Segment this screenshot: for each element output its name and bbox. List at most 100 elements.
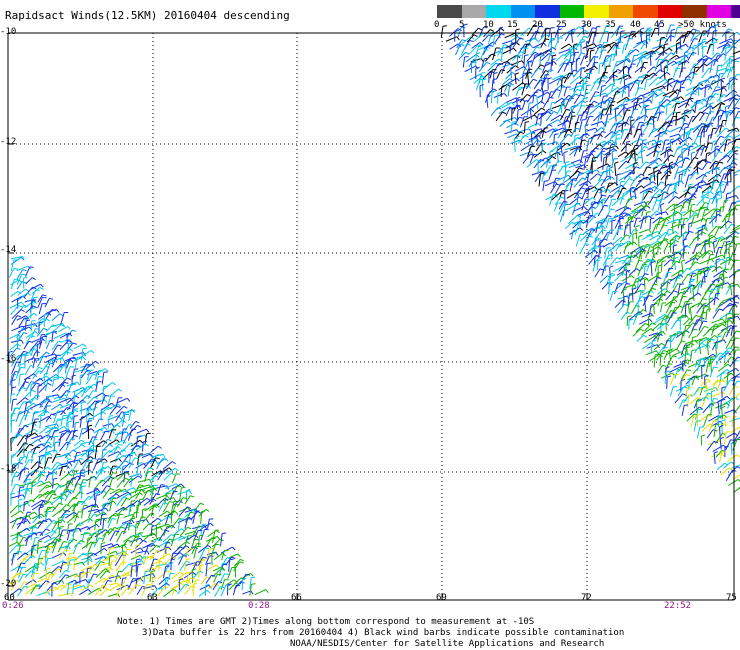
wind-barb: [122, 487, 137, 493]
wind-barb: [45, 324, 57, 332]
wind-barb: [475, 44, 484, 54]
wind-barb: [692, 271, 706, 278]
wind-barb: [212, 529, 219, 543]
wind-barb: [579, 111, 588, 121]
wind-barb: [676, 340, 686, 350]
wind-barb: [158, 557, 165, 571]
wind-barb: [623, 171, 635, 180]
wind-barb: [470, 61, 476, 73]
wind-barb: [624, 49, 635, 61]
wind-barb: [716, 127, 730, 138]
wind-barb: [607, 281, 614, 295]
wind-barb: [706, 440, 718, 452]
wind-barb: [25, 511, 38, 518]
wind-barb: [626, 315, 632, 326]
wind-barb: [649, 210, 661, 218]
wind-barb: [23, 443, 28, 457]
wind-barb: [73, 389, 79, 404]
wind-barb: [545, 69, 554, 79]
wind-barb: [239, 573, 250, 585]
wind-barb: [25, 428, 38, 436]
wind-barb: [491, 78, 498, 90]
wind-barb: [691, 255, 701, 265]
wind-barb: [73, 452, 81, 464]
wind-barb: [495, 111, 507, 122]
wind-barb: [651, 92, 658, 103]
wind-barb: [120, 411, 130, 421]
wind-barb: [559, 133, 572, 145]
wind-barb: [585, 115, 594, 127]
wind-barb: [610, 79, 619, 92]
wind-barb: [30, 526, 37, 541]
wind-barb: [23, 276, 28, 289]
wind-barb: [553, 202, 562, 212]
wind-barb: [72, 356, 86, 363]
wind-barb: [688, 292, 702, 301]
wind-barb: [554, 183, 565, 194]
wind-barb: [18, 482, 34, 487]
wind-barb: [687, 115, 697, 128]
wind-barb: [589, 91, 600, 103]
wind-barb: [157, 469, 169, 481]
wind-barb: [690, 29, 701, 42]
wind-barb: [539, 124, 553, 135]
wind-barb: [213, 552, 226, 561]
wind-barb: [525, 37, 537, 49]
wind-barb: [30, 307, 35, 319]
wind-barb: [549, 77, 563, 85]
wind-barb: [631, 94, 645, 103]
wind-barb: [205, 574, 216, 584]
wind-barb: [604, 257, 611, 272]
wind-barb: [695, 399, 701, 414]
wind-barb: [637, 263, 647, 276]
wind-barb: [689, 63, 699, 74]
wind-barb: [135, 550, 150, 555]
wind-barb: [653, 342, 666, 351]
wind-barb: [109, 465, 117, 476]
wind-barb: [23, 488, 32, 500]
wind-barb: [44, 506, 52, 518]
wind-barb: [709, 60, 717, 74]
wind-barb: [669, 238, 675, 253]
wind-barb: [710, 181, 719, 192]
wind-barb: [511, 107, 516, 121]
wind-barb: [696, 358, 705, 372]
wind-barb: [642, 122, 654, 133]
wind-barb: [623, 55, 630, 67]
wind-barb: [720, 331, 730, 342]
wind-barb: [449, 28, 462, 37]
wind-barb: [706, 429, 717, 439]
wind-barb: [680, 98, 694, 103]
wind-barb: [675, 270, 684, 282]
wind-barbs: [8, 21, 740, 598]
lat-label-20: -20: [0, 579, 17, 589]
wind-barb: [527, 60, 533, 72]
wind-barb: [715, 301, 726, 312]
wind-barb: [100, 485, 111, 494]
wind-barb: [689, 251, 703, 260]
wind-barb: [627, 48, 640, 56]
colorbar-segment: [657, 5, 682, 18]
wind-barb: [679, 316, 685, 331]
wind-barb: [722, 268, 728, 284]
wind-barb: [619, 74, 628, 85]
wind-barb: [526, 51, 539, 63]
wind-barb: [608, 53, 616, 67]
wind-barb: [642, 342, 655, 350]
wind-barb: [629, 166, 640, 176]
wind-barb: [726, 432, 738, 439]
wind-barb: [64, 449, 77, 458]
wind-barb: [158, 510, 171, 518]
wind-barb: [114, 454, 127, 463]
wind-barb: [703, 269, 709, 283]
wind-barb: [137, 478, 152, 484]
wind-barb: [59, 545, 71, 550]
wind-barb: [633, 147, 639, 162]
wind-barb: [723, 356, 736, 366]
wind-barb: [31, 411, 39, 423]
wind-barb: [616, 96, 630, 104]
wind-barb: [723, 223, 736, 234]
wind-barb: [723, 181, 732, 193]
wind-barb: [149, 493, 161, 505]
wind-barb: [519, 116, 529, 128]
